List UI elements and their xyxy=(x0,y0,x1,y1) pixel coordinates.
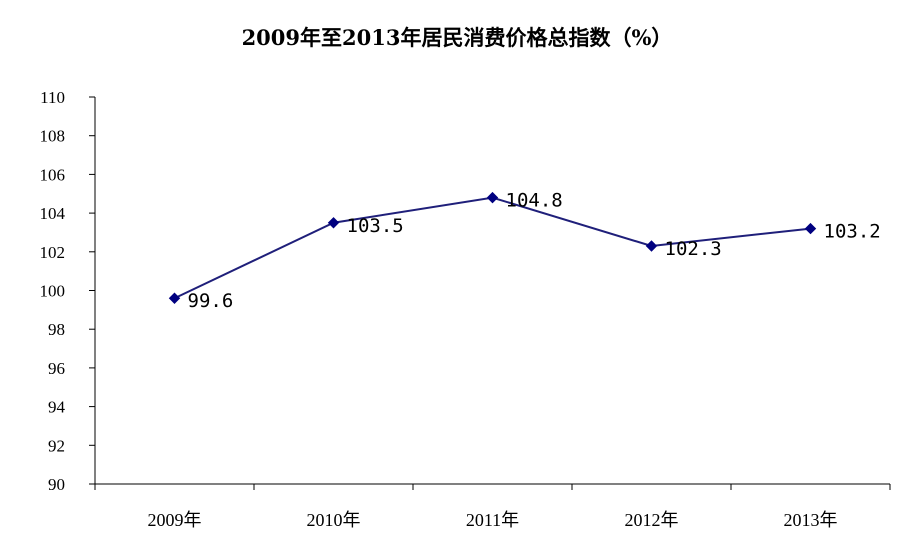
data-label: 103.5 xyxy=(347,215,404,237)
diamond-icon xyxy=(645,240,658,252)
x-tick-label: 2011年 xyxy=(466,510,519,530)
y-tick-label: 106 xyxy=(40,165,66,184)
diamond-icon xyxy=(486,191,499,204)
axes: 90 92 94 96 98 100 102 104 106 108 110 2009年 2010年 20… xyxy=(40,88,891,530)
diamond-icon xyxy=(804,222,817,235)
y-tick-label: 96 xyxy=(48,359,65,378)
y-tick-label: 110 xyxy=(40,88,65,107)
y-tick-label: 92 xyxy=(48,436,65,455)
x-tick-label: 2012年 xyxy=(625,510,679,530)
data-label: 99.6 xyxy=(188,290,234,312)
x-tick-label: 2009年 xyxy=(148,510,202,530)
y-tick-label: 100 xyxy=(40,282,66,301)
data-label: 102.3 xyxy=(665,238,722,260)
y-tick-label: 102 xyxy=(40,243,66,262)
x-tick-label: 2010年 xyxy=(307,510,361,530)
chart-title: 2009年至2013年居民消费价格总指数（%） xyxy=(241,25,673,50)
y-tick-label: 90 xyxy=(48,475,65,494)
y-tick-label: 108 xyxy=(40,127,66,146)
y-tick-label: 98 xyxy=(48,320,65,339)
y-tick-label: 94 xyxy=(48,398,66,417)
y-tick-label: 104 xyxy=(40,204,66,223)
data-labels: 99.6 103.5 104.8 102.3 103.2 xyxy=(188,190,881,313)
diamond-icon xyxy=(327,217,340,229)
data-label: 104.8 xyxy=(506,190,563,212)
data-label: 103.2 xyxy=(824,221,881,243)
series-layer xyxy=(168,191,817,304)
x-tick-label: 2013年 xyxy=(784,510,838,530)
diamond-icon xyxy=(168,292,181,304)
